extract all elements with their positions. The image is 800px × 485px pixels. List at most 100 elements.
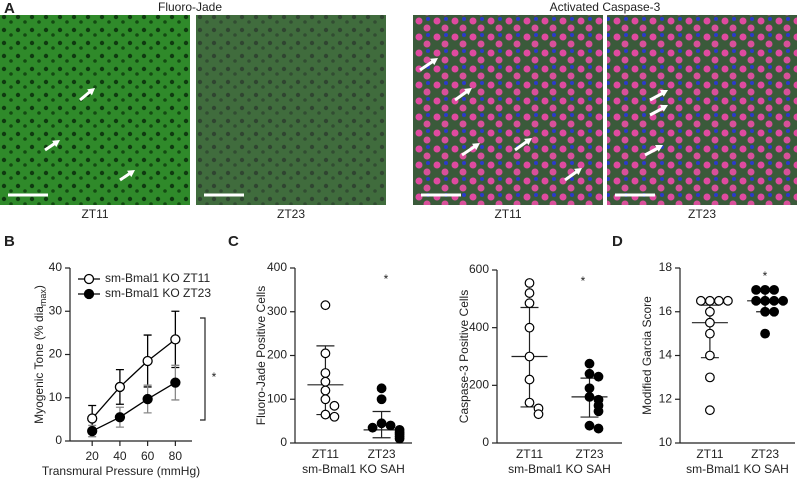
data-point	[87, 425, 98, 437]
arrow-head	[660, 90, 668, 97]
y-tick-label: 600	[469, 262, 489, 276]
data-point	[87, 413, 98, 424]
data-point	[142, 393, 153, 405]
y-label-text: Myogenic Tone (% dia	[32, 306, 46, 424]
data-point	[705, 372, 715, 383]
annotation: *	[581, 274, 586, 288]
data-point	[705, 405, 715, 416]
annotation: *	[384, 272, 389, 286]
data-point	[760, 328, 770, 339]
panel-label: A	[4, 0, 15, 17]
series-line	[91, 382, 176, 432]
data-point	[524, 288, 535, 298]
data-point	[723, 295, 733, 306]
data-point	[114, 412, 126, 423]
significance-bracket	[200, 317, 206, 421]
data-point	[114, 381, 126, 393]
data-point	[769, 295, 779, 306]
annotation: *	[763, 269, 768, 283]
image-caption: ZT23	[688, 207, 716, 221]
y-tick-label: 0	[482, 435, 489, 449]
arrow-head	[524, 138, 532, 146]
data-point	[751, 284, 761, 295]
data-point	[705, 306, 715, 317]
y-tick-label: 100	[267, 391, 287, 405]
data-point	[769, 284, 779, 295]
y-label-text: Fluoro-Jade Positive Cells	[254, 286, 268, 425]
legend-label: sm-Bmal1 KO ZT23	[105, 286, 211, 300]
data-point	[705, 295, 715, 306]
y-tick-label: 200	[267, 348, 287, 362]
y-tick-label: 300	[267, 304, 287, 318]
data-point	[524, 374, 535, 385]
y-tick-label: 0	[55, 433, 62, 447]
y-tick-label: 18	[659, 260, 673, 274]
image-title: Activated Caspase-3	[550, 0, 661, 14]
data-point	[705, 328, 715, 339]
y-label-text: Caspase-3 Positive Cells	[457, 290, 471, 423]
arrow-head	[655, 145, 663, 152]
arrow-head	[87, 88, 95, 96]
arrow-head	[472, 143, 480, 151]
data-point	[760, 295, 770, 306]
annotation: *	[212, 370, 217, 384]
data-point	[760, 284, 770, 295]
y-tick-label: 20	[49, 347, 63, 361]
micrograph	[0, 15, 190, 205]
data-point	[696, 295, 706, 306]
data-point	[524, 397, 535, 408]
x-tick-label: ZT23	[751, 447, 779, 461]
data-point	[524, 322, 535, 333]
data-point	[329, 400, 340, 411]
arrow-head	[464, 88, 472, 96]
data-point	[320, 409, 331, 420]
data-point	[524, 278, 535, 288]
data-point	[320, 300, 331, 311]
y-label-end: )	[32, 285, 46, 289]
x-axis-label: sm-Bmal1 KO SAH	[508, 462, 611, 476]
arrow-head	[52, 140, 60, 148]
y-tick-label: 40	[49, 260, 63, 274]
legend-marker	[83, 288, 95, 300]
data-point	[394, 433, 405, 444]
y-tick-label: 400	[267, 260, 287, 274]
y-axis-label: Fluoro-Jade Positive Cells	[254, 286, 268, 425]
data-point	[584, 420, 595, 431]
data-point	[320, 348, 331, 359]
x-tick-label: 80	[169, 449, 183, 463]
data-point	[524, 298, 535, 309]
data-point	[751, 295, 761, 306]
arrow-head	[127, 170, 135, 178]
data-point	[524, 351, 535, 362]
data-point	[778, 295, 788, 306]
y-axis-label: Caspase-3 Positive Cells	[457, 290, 471, 423]
y-label-sub: max	[38, 289, 48, 307]
data-point	[376, 418, 387, 429]
data-point	[584, 391, 595, 402]
x-axis-label: sm-Bmal1 KO SAH	[302, 462, 405, 476]
y-tick-label: 14	[659, 348, 673, 362]
y-tick-label: 30	[49, 303, 63, 317]
x-tick-label: ZT11	[312, 447, 339, 461]
data-point	[170, 334, 181, 345]
image-caption: ZT11	[494, 207, 521, 221]
legend-label: sm-Bmal1 KO ZT11	[105, 271, 210, 285]
x-axis-label: Transmural Pressure (mmHg)	[42, 464, 200, 478]
series-line	[91, 338, 176, 419]
panel-label: C	[228, 233, 239, 250]
micrograph	[196, 15, 386, 205]
data-point	[584, 368, 595, 379]
data-point	[769, 306, 779, 317]
data-point	[593, 423, 604, 434]
image-caption: ZT11	[81, 207, 108, 221]
y-label-text: Modified Garcia Score	[640, 296, 654, 415]
data-point	[329, 411, 340, 422]
data-point	[705, 317, 715, 328]
data-point	[760, 306, 770, 317]
data-point	[320, 394, 331, 405]
data-point	[376, 383, 387, 394]
arrow-head	[430, 58, 438, 66]
y-tick-label: 10	[659, 435, 673, 449]
arrow-head	[574, 168, 582, 176]
